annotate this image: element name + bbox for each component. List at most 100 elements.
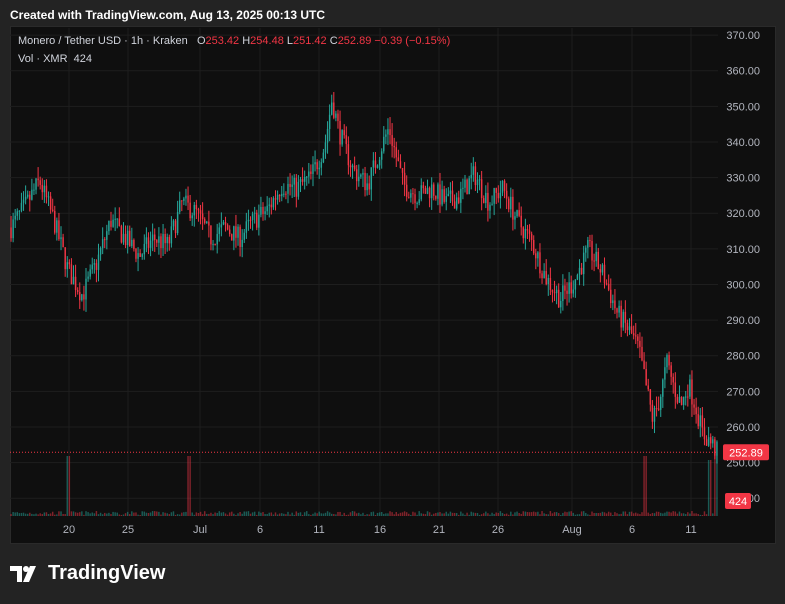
candle-body [360, 174, 362, 177]
candle-body [660, 396, 662, 410]
chart-panel[interactable] [10, 26, 776, 544]
candle-body [464, 179, 466, 188]
candle-body [705, 439, 708, 446]
volume-bar [368, 514, 370, 516]
volume-bar [476, 512, 479, 516]
candle-body [268, 204, 270, 206]
candle-body [676, 396, 679, 403]
volume-bar [108, 512, 110, 516]
tradingview-brand[interactable]: TradingView [10, 562, 165, 585]
volume-bar [580, 511, 583, 516]
candle-body [220, 224, 223, 228]
candle-body [47, 196, 50, 198]
candle-body [320, 162, 323, 168]
volume-bar [487, 513, 489, 516]
volume-bar [164, 512, 166, 516]
volume-bar [256, 514, 258, 516]
volume-bar [120, 514, 123, 516]
volume-bar [56, 514, 58, 516]
volume-bar [87, 512, 89, 516]
candle-body [576, 274, 579, 280]
created-with-text: Created with TradingView.com, Aug 13, 20… [10, 8, 325, 22]
volume-bar [343, 512, 345, 516]
candle-body [24, 196, 27, 200]
candle-body [156, 240, 158, 243]
volume-bar [383, 513, 385, 516]
volume-bar [189, 456, 191, 516]
candle-body [120, 226, 123, 243]
candle-body [453, 201, 456, 209]
volume-bar [197, 512, 200, 516]
candle-body [341, 130, 343, 145]
volume-bar [20, 512, 23, 516]
candle-body [585, 247, 587, 253]
volume-bar [131, 511, 133, 516]
volume-bar [466, 512, 468, 516]
volume-bar [408, 513, 410, 516]
volume-bar [272, 514, 275, 516]
volume-bar [137, 514, 139, 516]
volume-bar [110, 514, 112, 516]
candle-body [580, 267, 583, 275]
candle-body [462, 187, 464, 189]
candle-body [497, 192, 500, 199]
candle-body [112, 219, 114, 227]
volume-bar [443, 513, 445, 516]
candle-body [339, 120, 341, 145]
candle-body [214, 244, 216, 246]
candle-body [76, 290, 79, 292]
candle-body [503, 180, 506, 191]
volume-bar [314, 512, 316, 516]
candle-body [639, 340, 641, 347]
volume-bar [39, 513, 41, 516]
candle-body [260, 206, 262, 215]
candle-body [543, 271, 545, 279]
candle-body [58, 220, 60, 240]
candle-body [689, 379, 691, 397]
candle-body [572, 289, 575, 294]
volume-bar [553, 512, 556, 516]
candle-body [258, 214, 260, 228]
candle-body [70, 264, 73, 285]
candle-body [410, 193, 412, 198]
candle-body [480, 179, 483, 199]
candle-body [83, 294, 85, 300]
volume-bar [297, 512, 300, 516]
tradingview-logo-icon [10, 565, 36, 582]
candle-body [597, 251, 599, 269]
volume-bar [645, 456, 647, 516]
volume-bar [412, 511, 414, 516]
candle-body [510, 196, 512, 210]
candle-body [330, 102, 333, 115]
volume-badge-label: 424 [729, 496, 747, 508]
candle-body [399, 161, 402, 169]
volume-bar [208, 513, 210, 516]
candle-body [151, 234, 154, 241]
candle-body [420, 185, 422, 200]
volume-bar [76, 512, 79, 516]
volume-bar [643, 456, 645, 516]
candle-body [218, 227, 221, 234]
volume-bar [587, 514, 589, 516]
candle-body [322, 152, 325, 163]
volume-bar [312, 513, 314, 516]
candle-body [276, 194, 279, 200]
volume-bar [426, 511, 429, 516]
volume-bar [26, 513, 29, 516]
tradingview-wordmark: TradingView [48, 562, 166, 584]
volume-bar [68, 456, 71, 516]
volume-bar [218, 511, 221, 516]
volume-bar [628, 511, 631, 516]
x-tick-label: 6 [629, 524, 635, 536]
candle-body [45, 185, 48, 198]
volume-bar [501, 512, 504, 516]
volume-bar [399, 512, 402, 516]
volume-bar [453, 512, 456, 516]
candle-body [387, 129, 389, 135]
volume-value: 424 [73, 53, 92, 65]
volume-bar [589, 514, 591, 516]
candle-body [168, 236, 171, 244]
candle-body [283, 193, 285, 195]
candle-body [295, 177, 298, 197]
